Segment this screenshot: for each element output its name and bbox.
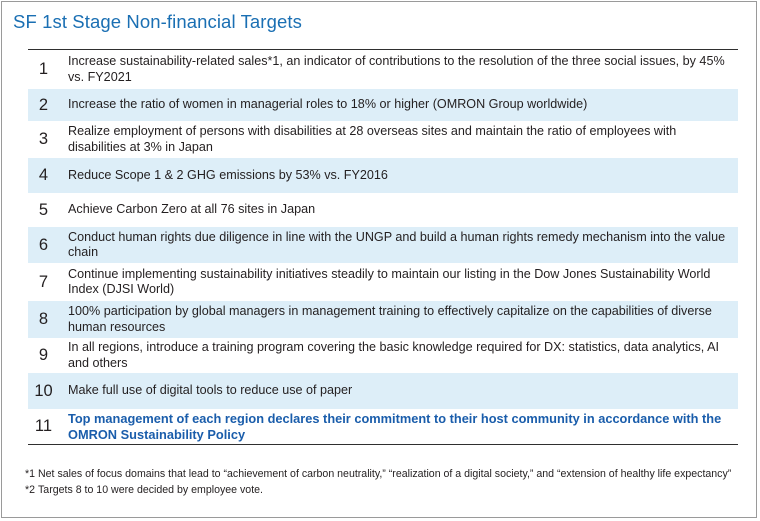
target-number: 10: [34, 381, 53, 400]
target-text-highlighted: Top management of each region declares t…: [68, 411, 722, 442]
target-number: 4: [38, 166, 49, 184]
target-text: Continue implementing sustainability ini…: [68, 266, 711, 297]
footnote-text: Targets 8 to 10 were decided by employee…: [38, 484, 263, 496]
target-text: Reduce Scope 1 & 2 GHG emissions by 53% …: [68, 167, 388, 182]
target-row-1: 1 Increase sustainability-related sales*…: [28, 50, 738, 89]
target-number: 1: [38, 60, 49, 78]
target-text: 100% participation by global managers in…: [68, 304, 712, 334]
target-number: 8: [38, 310, 49, 328]
footnote-text: Net sales of focus domains that lead to …: [38, 468, 732, 480]
target-number: 2: [38, 95, 49, 114]
footnote-2: *2 Targets 8 to 10 were decided by emplo…: [25, 483, 740, 497]
target-number: 5: [38, 200, 49, 219]
footnote-mark: *2: [25, 484, 36, 496]
footnote-mark: *1: [25, 468, 36, 480]
target-row-8: 8 100% participation by global managers …: [28, 301, 738, 338]
target-row-9: 9 In all regions, introduce a training p…: [28, 338, 738, 373]
target-text: Increase sustainability-related sales*1,…: [68, 54, 725, 84]
page-title: SF 1st Stage Non-financial Targets: [13, 11, 302, 32]
target-number: 6: [38, 235, 49, 254]
target-text: Make full use of digital tools to reduce…: [68, 383, 353, 398]
target-row-4: 4 Reduce Scope 1 & 2 GHG emissions by 53…: [28, 158, 738, 193]
target-number: 3: [38, 130, 49, 148]
targets-table: 1 Increase sustainability-related sales*…: [28, 49, 738, 445]
target-row-2: 2 Increase the ratio of women in manager…: [28, 89, 738, 121]
footnotes: *1 Net sales of focus domains that lead …: [25, 467, 740, 497]
target-row-10: 10 Make full use of digital tools to red…: [28, 373, 738, 409]
target-row-7: 7 Continue implementing sustainability i…: [28, 263, 738, 301]
target-number: 11: [34, 417, 53, 435]
target-number: 7: [38, 272, 49, 291]
target-text: In all regions, introduce a training pro…: [68, 340, 720, 370]
target-row-11: 11 Top management of each region declare…: [28, 409, 738, 444]
target-row-6: 6 Conduct human rights due diligence in …: [28, 227, 738, 263]
target-text: Conduct human rights due diligence in li…: [68, 229, 726, 260]
target-row-3: 3 Realize employment of persons with dis…: [28, 121, 738, 158]
footnote-1: *1 Net sales of focus domains that lead …: [25, 467, 740, 481]
target-text: Realize employment of persons with disab…: [68, 124, 677, 154]
target-number: 9: [38, 346, 49, 364]
target-text: Achieve Carbon Zero at all 76 sites in J…: [68, 202, 316, 217]
target-text: Increase the ratio of women in manageria…: [68, 97, 588, 112]
target-row-5: 5 Achieve Carbon Zero at all 76 sites in…: [28, 193, 738, 227]
